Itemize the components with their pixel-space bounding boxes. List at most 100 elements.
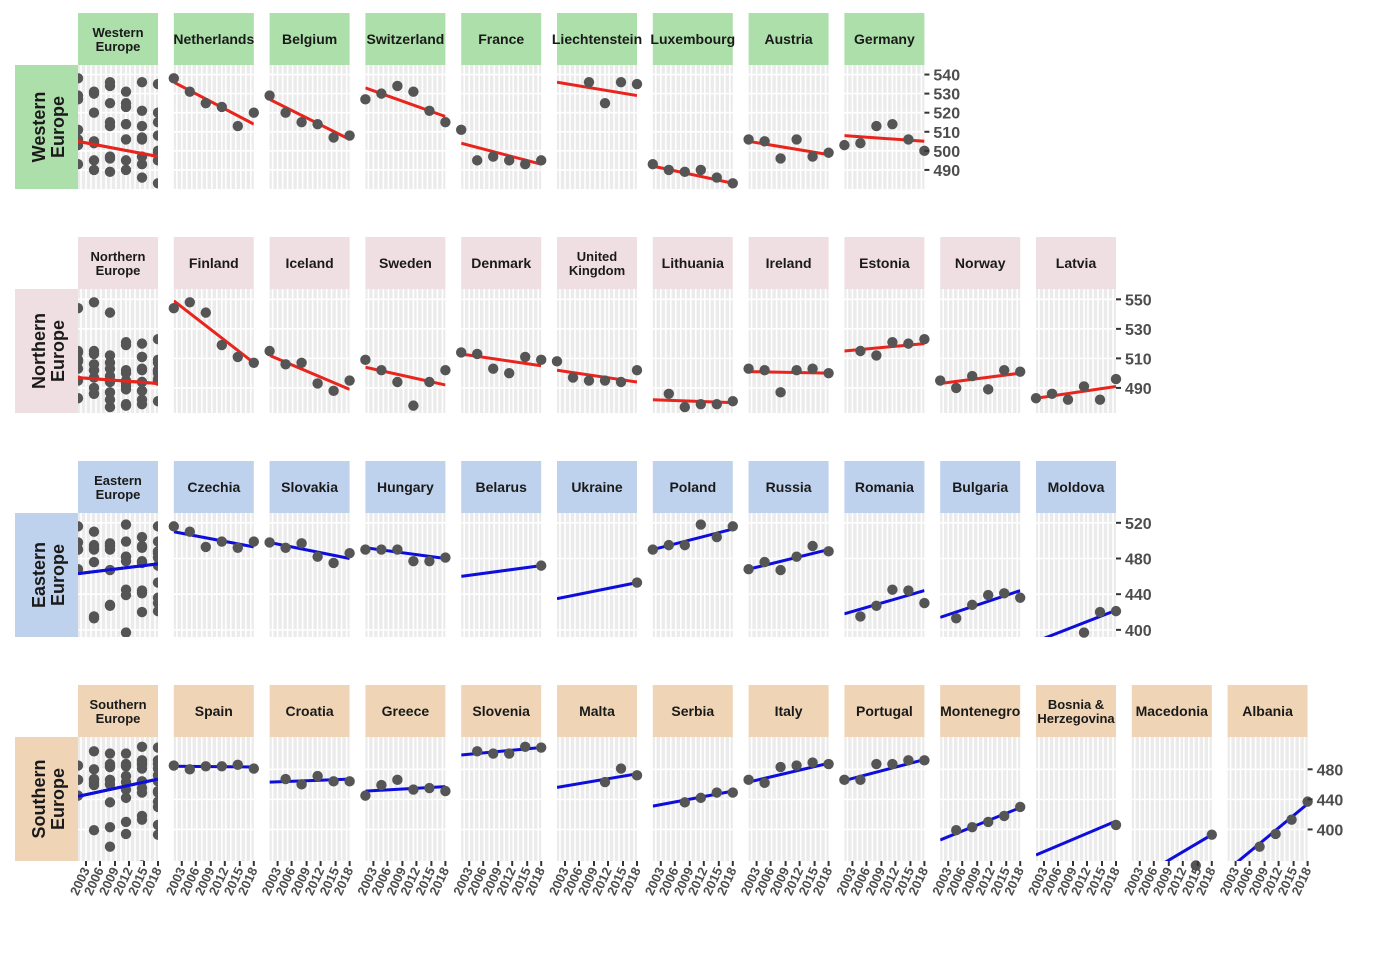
data-point [983,384,994,395]
facet-panel: Finland [168,237,259,413]
data-point [599,776,611,788]
data-point [120,519,132,530]
data-point [88,764,100,775]
data-point [855,345,866,357]
data-point [999,810,1010,822]
data-point [919,755,930,766]
data-point [152,130,158,141]
facet-title: Sweden [379,255,432,271]
data-point [360,94,371,105]
data-point [599,375,611,386]
data-point [951,382,962,394]
region-label-line: Europe [48,96,68,158]
data-point [136,338,148,349]
data-point [695,398,706,410]
data-point [104,748,116,759]
facet-title: Northern [91,249,146,264]
data-point [520,741,531,752]
data-point [120,816,132,828]
facet-strip [844,461,925,513]
y-tick-label: 400 [1317,822,1344,839]
data-point [152,78,158,90]
data-point [759,364,770,376]
data-point [488,151,499,162]
facet-panel: Lithuania [652,237,738,413]
data-point [152,373,158,385]
data-point [104,394,116,405]
facet-panel: Moldova [1036,461,1122,638]
data-point [200,541,211,553]
data-point [216,536,227,547]
data-point [807,540,818,552]
data-point [104,153,116,164]
facet-strip [844,237,925,289]
data-point [216,761,227,772]
data-point [663,164,674,176]
data-point [392,376,403,388]
data-point [408,784,419,795]
data-point [823,758,834,770]
facet-strip [269,461,350,513]
data-point [679,401,690,413]
trend-line [557,581,637,601]
facet-strip [269,237,350,289]
data-point [759,136,770,147]
data-point [152,145,158,157]
data-point [280,542,291,553]
facet-panel: Ireland [743,237,834,413]
facet-title: Portugal [856,703,913,719]
region-label-line: Southern [29,760,49,839]
panel-background [557,289,637,413]
data-point [78,73,84,84]
data-point [615,763,627,774]
data-point [1078,627,1090,638]
facet-strip [940,237,1021,289]
data-point [104,797,116,808]
facet-title: Europe [96,487,141,502]
trend-line [1036,819,1116,857]
data-point [120,828,132,840]
facet-title: Moldova [1048,479,1105,495]
data-point [424,555,435,567]
data-point [376,88,387,99]
data-point [663,388,674,400]
data-point [871,120,882,132]
data-point [567,372,579,383]
data-point [1206,829,1218,840]
data-point [727,178,738,189]
facet-strip [1227,685,1308,737]
facet-title: Herzegovina [1037,711,1115,726]
data-point [152,178,158,189]
region-label: EasternEurope [29,542,68,608]
data-point [456,124,467,136]
data-point [120,134,132,145]
data-point [136,385,148,397]
data-point [136,814,148,825]
facet-title: Western [92,25,143,40]
region-label-line: Europe [48,544,68,606]
facet-title: Estonia [859,255,910,271]
panel-background [748,513,829,637]
panel-background [748,289,829,413]
data-point [136,364,148,376]
region-label: NorthernEurope [29,313,68,389]
facet-panel: Hungary [360,461,451,637]
facet-title: Greece [382,703,430,719]
data-point [983,589,994,601]
facet-panel: Ukraine [557,461,643,637]
data-point [120,86,132,97]
facet-strip [1036,685,1116,737]
facet-panel: Iceland [264,237,355,413]
facet-panel: Czechia [168,461,259,637]
data-point [184,526,195,537]
data-point [1062,394,1074,405]
data-point [88,746,100,757]
data-point [232,759,243,771]
data-point [120,97,132,109]
data-point [743,363,754,374]
data-point [520,159,531,170]
